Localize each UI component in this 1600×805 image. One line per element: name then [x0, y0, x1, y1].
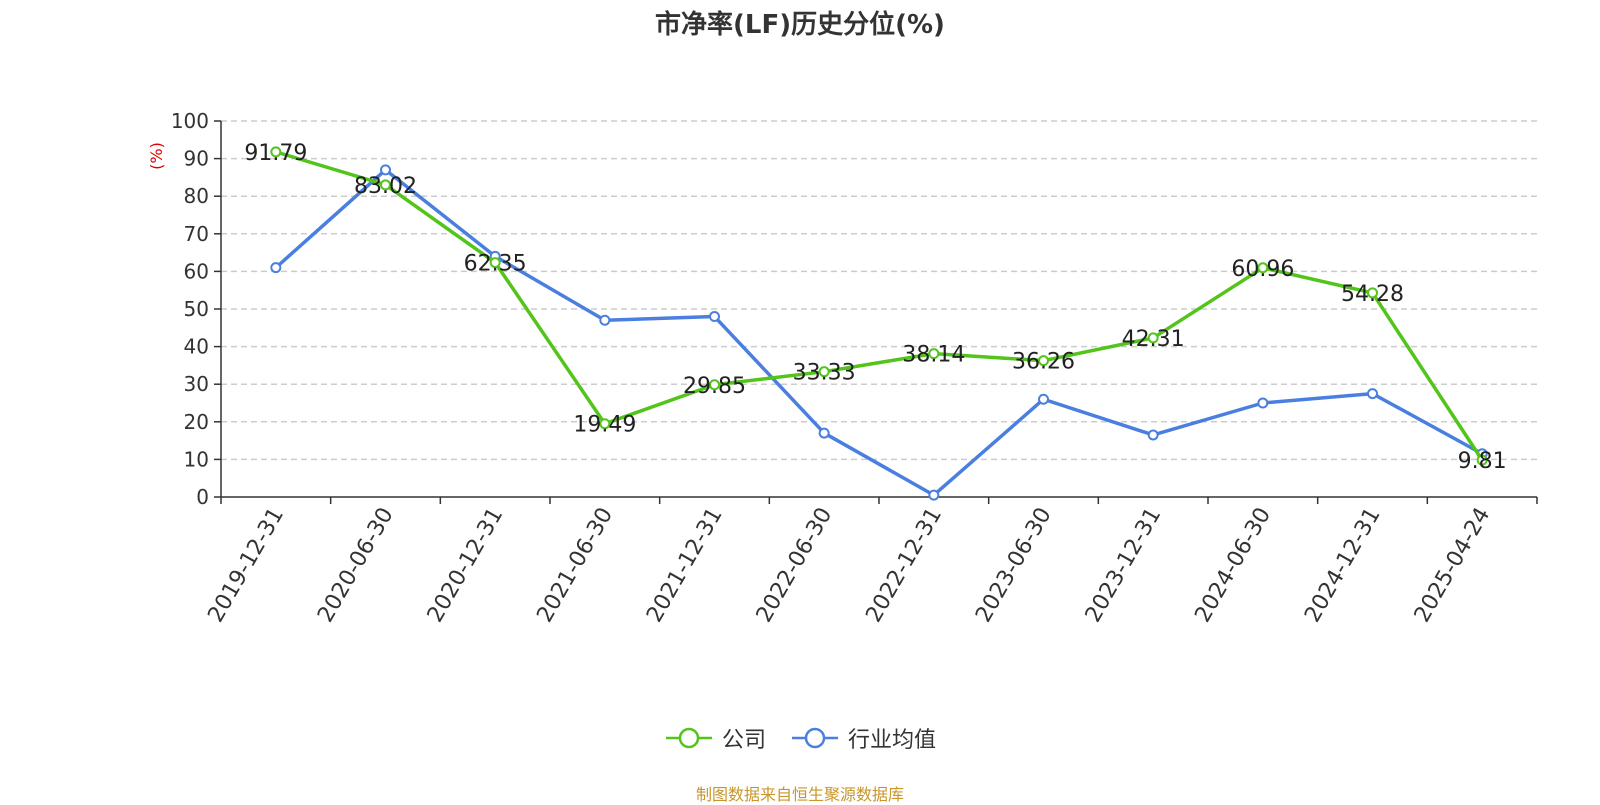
- x-tick-label: 2024-12-31: [1300, 504, 1386, 627]
- y-tick-label: 50: [184, 297, 209, 321]
- y-tick-label: 70: [184, 222, 209, 246]
- y-tick-label: 90: [184, 147, 209, 171]
- data-label: 19.49: [573, 413, 636, 438]
- y-tick-label: 20: [184, 410, 209, 434]
- legend-item-industry-average[interactable]: 行业均值: [790, 722, 936, 754]
- data-point-company: [709, 379, 720, 391]
- data-point-industry-average: [1147, 429, 1159, 441]
- data-point-company: [1147, 332, 1159, 344]
- data-label: 62.35: [464, 252, 527, 277]
- data-label: 36.26: [1012, 350, 1075, 375]
- data-point-industry-average: [1257, 397, 1269, 409]
- series-lines: [270, 146, 1488, 501]
- data-point-industry-average: [818, 427, 830, 439]
- legend-label: 行业均值: [848, 728, 937, 753]
- data-point-company: [270, 146, 282, 158]
- y-tick-label: 0: [196, 485, 209, 509]
- data-point-industry-average: [709, 311, 720, 323]
- data-point-company: [380, 179, 391, 191]
- data-label: 9.81: [1458, 449, 1507, 474]
- legend-swatch-icon: [665, 727, 712, 749]
- data-labels: 91.79 83.02 62.35 19.49 29.85 33.33 38.14 36.26…: [244, 141, 1506, 474]
- data-point-industry-average: [928, 489, 940, 501]
- x-tick-label: 2023-06-30: [971, 504, 1057, 627]
- data-label: 91.79: [244, 141, 307, 166]
- data-label: 83.02: [354, 174, 417, 199]
- chart-title: 市净率(LF)历史分位(%): [655, 10, 945, 40]
- data-label: 29.85: [683, 374, 746, 399]
- y-tick-label: 30: [184, 372, 209, 396]
- x-tick-label: 2020-12-31: [423, 504, 509, 627]
- data-point-industry-average: [599, 314, 611, 326]
- data-point-company: [1367, 287, 1378, 299]
- data-label: 38.14: [902, 343, 965, 368]
- data-point-company: [1476, 454, 1488, 466]
- legend: 公司 行业均值: [0, 722, 1600, 754]
- data-point-company: [928, 348, 940, 360]
- x-tick-label: 2023-12-31: [1081, 504, 1167, 627]
- y-axis-label: (%): [147, 142, 166, 170]
- x-tick-label: 2025-04-24: [1410, 504, 1496, 627]
- data-point-industry-average: [380, 164, 391, 176]
- x-tick-label: 2021-06-30: [532, 504, 618, 627]
- data-point-industry-average: [270, 262, 282, 274]
- data-point-company: [489, 257, 501, 269]
- data-point-industry-average: [1038, 393, 1049, 405]
- x-tick-label: 2019-12-31: [203, 504, 289, 627]
- x-tick-label: 2021-12-31: [642, 504, 728, 627]
- data-point-company: [1038, 355, 1049, 367]
- data-point-company: [599, 418, 611, 430]
- source-note: 制图数据来自恒生聚源数据库: [695, 785, 904, 804]
- data-point-industry-average: [1367, 388, 1378, 400]
- y-tick-label: 60: [184, 259, 209, 283]
- y-tick-label: 80: [184, 184, 209, 208]
- data-point-company: [1257, 262, 1269, 274]
- series-line-industry-average: [274, 168, 1484, 497]
- legend-item-company[interactable]: 公司: [664, 722, 766, 754]
- x-tick-label: 2022-06-30: [752, 504, 838, 627]
- legend-label: 公司: [721, 728, 766, 753]
- series-line-company: [275, 150, 1484, 462]
- grid-lines: [221, 120, 1537, 461]
- data-label: 54.28: [1341, 282, 1404, 307]
- data-label: 60.96: [1231, 257, 1294, 282]
- y-tick-label: 40: [184, 335, 209, 359]
- x-tick-label: 2020-06-30: [313, 504, 399, 627]
- data-point-company: [818, 366, 830, 378]
- x-tick-label: 2022-12-31: [861, 504, 947, 627]
- data-label: 33.33: [793, 361, 856, 386]
- data-label: 42.31: [1122, 327, 1185, 352]
- y-tick-label: 100: [171, 109, 209, 133]
- legend-swatch-icon: [792, 727, 838, 749]
- x-tick-label: 2024-06-30: [1190, 504, 1276, 627]
- y-tick-label: 10: [184, 447, 209, 471]
